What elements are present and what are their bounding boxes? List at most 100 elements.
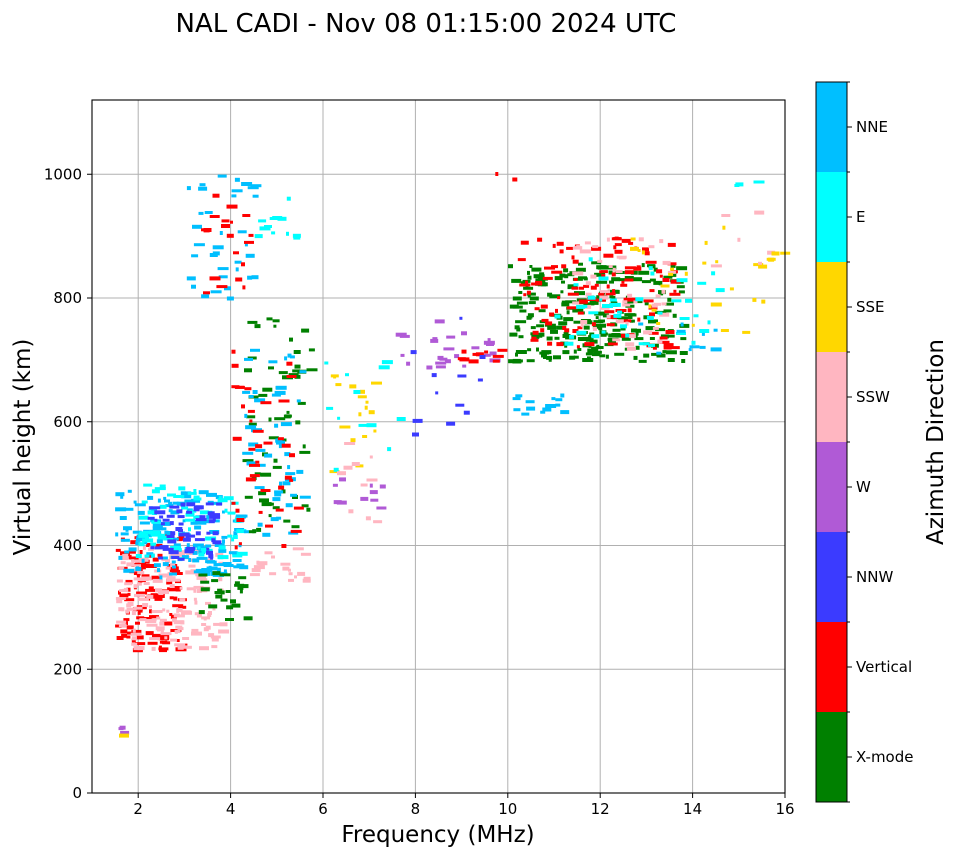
echo-point [299,370,307,374]
echo-point [288,568,291,572]
echo-point [289,355,295,359]
echo-point [680,337,687,341]
echo-point [614,243,622,247]
echo-point [378,365,390,370]
y-axis-ticks: 0 200 400 600 800 1000 [44,165,92,802]
echo-point [641,263,645,268]
echo-point [145,564,157,568]
echo-point [664,334,675,338]
echo-point [454,354,460,359]
echo-point [670,279,681,284]
echo-point [131,636,137,641]
echo-point [116,599,123,604]
echo-point [209,253,218,257]
echo-point [221,219,230,223]
echo-point [205,601,211,605]
echo-point [299,450,311,454]
echo-point [258,463,266,467]
echo-point [290,529,302,533]
echo-point [662,350,667,354]
echo-point [573,355,579,359]
echo-point [638,237,644,242]
echo-point [681,359,686,363]
echo-point [260,489,271,492]
echo-point [121,607,125,612]
echo-point [527,275,532,280]
echo-point [272,216,283,220]
echo-point [231,189,243,193]
echo-point [242,390,251,394]
echo-point [205,544,212,548]
echo-point [244,387,252,391]
echo-point [254,472,261,476]
echo-point [224,508,228,513]
echo-point [410,350,417,355]
echo-point [578,276,587,280]
echo-point [151,553,155,558]
echo-point [144,554,150,558]
echo-point [208,565,212,570]
echo-point [280,422,292,427]
echo-point [159,484,166,489]
echo-point [339,425,351,429]
echo-point [278,485,285,490]
echo-point [152,615,158,619]
echo-point [287,353,292,358]
echo-point [123,526,132,531]
echo-point [185,518,195,522]
echo-point [654,302,661,306]
echo-point [203,291,210,295]
echo-point [247,186,259,190]
echo-point [590,274,597,279]
echo-point [567,292,579,296]
echo-point [381,360,393,365]
echo-point [562,334,571,338]
echo-point [593,350,602,354]
echo-point [659,336,668,340]
echo-point [145,631,154,636]
echo-point [206,550,213,555]
echo-point [563,317,574,322]
echo-point [166,609,170,613]
echo-point [173,596,178,601]
echo-point [121,633,128,638]
echo-point [297,571,306,576]
echo-point [195,505,204,510]
echo-point [332,483,338,487]
echo-point [254,398,266,403]
echo-point [606,314,611,319]
echo-point [633,300,638,304]
echo-point [630,270,638,275]
echo-point [552,243,556,248]
echo-point [150,542,157,546]
echo-point [618,317,628,321]
echo-point [186,502,196,507]
echo-point [161,640,168,644]
echo-point [206,515,210,520]
echo-point [584,241,591,245]
echo-point [606,323,615,327]
echo-point [118,555,123,560]
echo-point [281,443,291,448]
echo-point [645,326,655,331]
echo-point [333,374,337,379]
echo-point [518,335,524,339]
colorbar-frame [815,81,848,803]
echo-point [611,272,616,277]
echo-point [676,278,688,283]
echo-point [525,280,528,285]
echo-point [186,276,196,281]
echo-point [165,559,170,563]
echo-point [161,527,167,531]
echo-point [548,358,552,362]
echo-point [715,260,719,264]
echo-point [191,254,199,258]
echo-point [296,469,304,474]
echo-point [172,501,179,505]
echo-point [201,623,207,626]
echo-point [643,315,650,320]
echo-point [151,575,161,580]
echo-point [459,316,463,320]
echo-point [125,579,133,584]
echo-point [154,546,164,550]
